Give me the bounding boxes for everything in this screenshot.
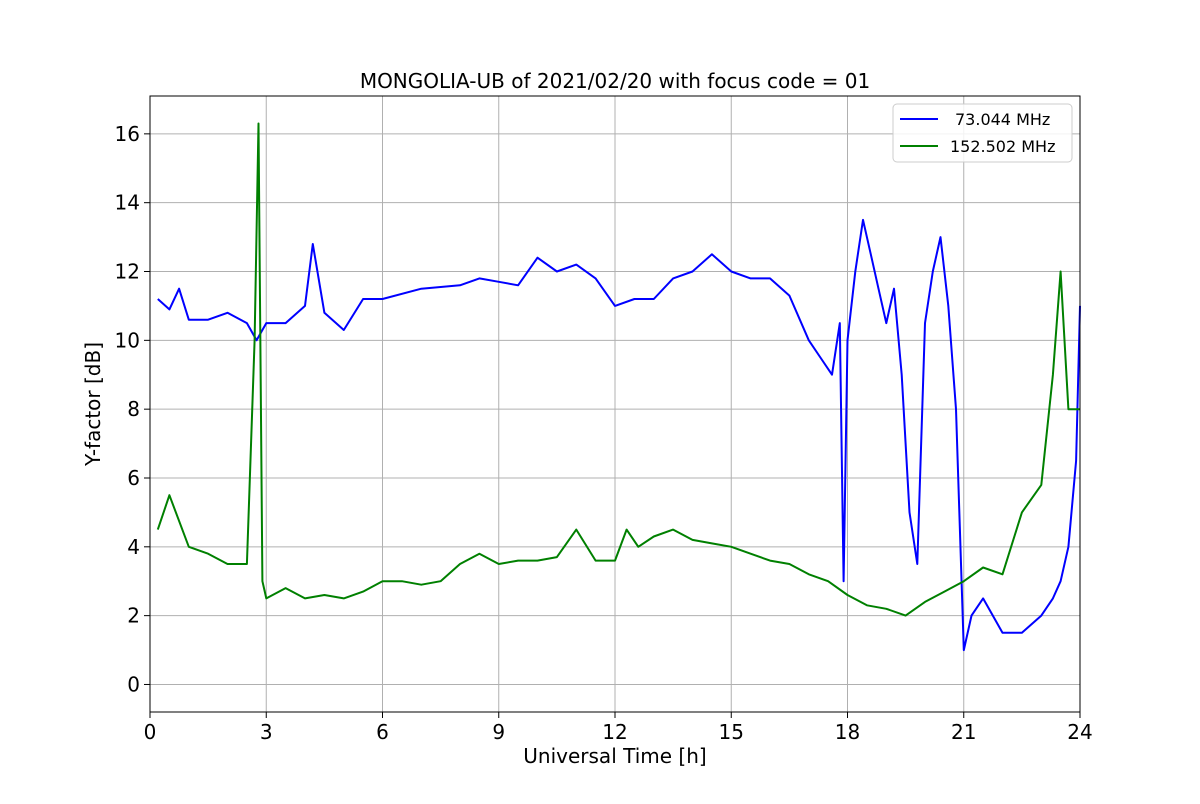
legend-label-152mhz: 152.502 MHz [950, 137, 1055, 156]
y-tick-label: 14 [115, 191, 140, 215]
legend: 73.044 MHz 152.502 MHz [892, 103, 1073, 163]
y-tick-label: 8 [127, 397, 140, 421]
y-tick-label: 0 [127, 672, 140, 696]
series-line-73mhz [157, 218, 1081, 652]
y-tick-label: 4 [127, 535, 140, 559]
y-tick-label: 12 [115, 260, 140, 284]
x-tick-label: 18 [835, 720, 860, 744]
legend-label-73mhz: 73.044 MHz [955, 110, 1050, 129]
x-tick-label: 3 [260, 720, 273, 744]
y-tick-label: 10 [115, 328, 140, 352]
series-line-152mhz [156, 122, 1080, 617]
series-lines [156, 122, 1081, 652]
x-tick-label: 12 [602, 720, 627, 744]
x-tick-label: 6 [376, 720, 389, 744]
y-axis-label: Y-factor [dB] [81, 342, 105, 467]
y-tick-label: 6 [127, 466, 140, 490]
chart-title: MONGOLIA-UB of 2021/02/20 with focus cod… [360, 69, 870, 93]
x-tick-label: 24 [1067, 720, 1092, 744]
x-tick-label: 0 [144, 720, 157, 744]
x-axis-label: Universal Time [h] [523, 744, 706, 768]
x-tick-label: 15 [719, 720, 744, 744]
y-tick-label: 16 [115, 122, 140, 146]
x-tick-label: 9 [492, 720, 505, 744]
x-tick-label: 21 [951, 720, 976, 744]
y-tick-label: 2 [127, 604, 140, 628]
